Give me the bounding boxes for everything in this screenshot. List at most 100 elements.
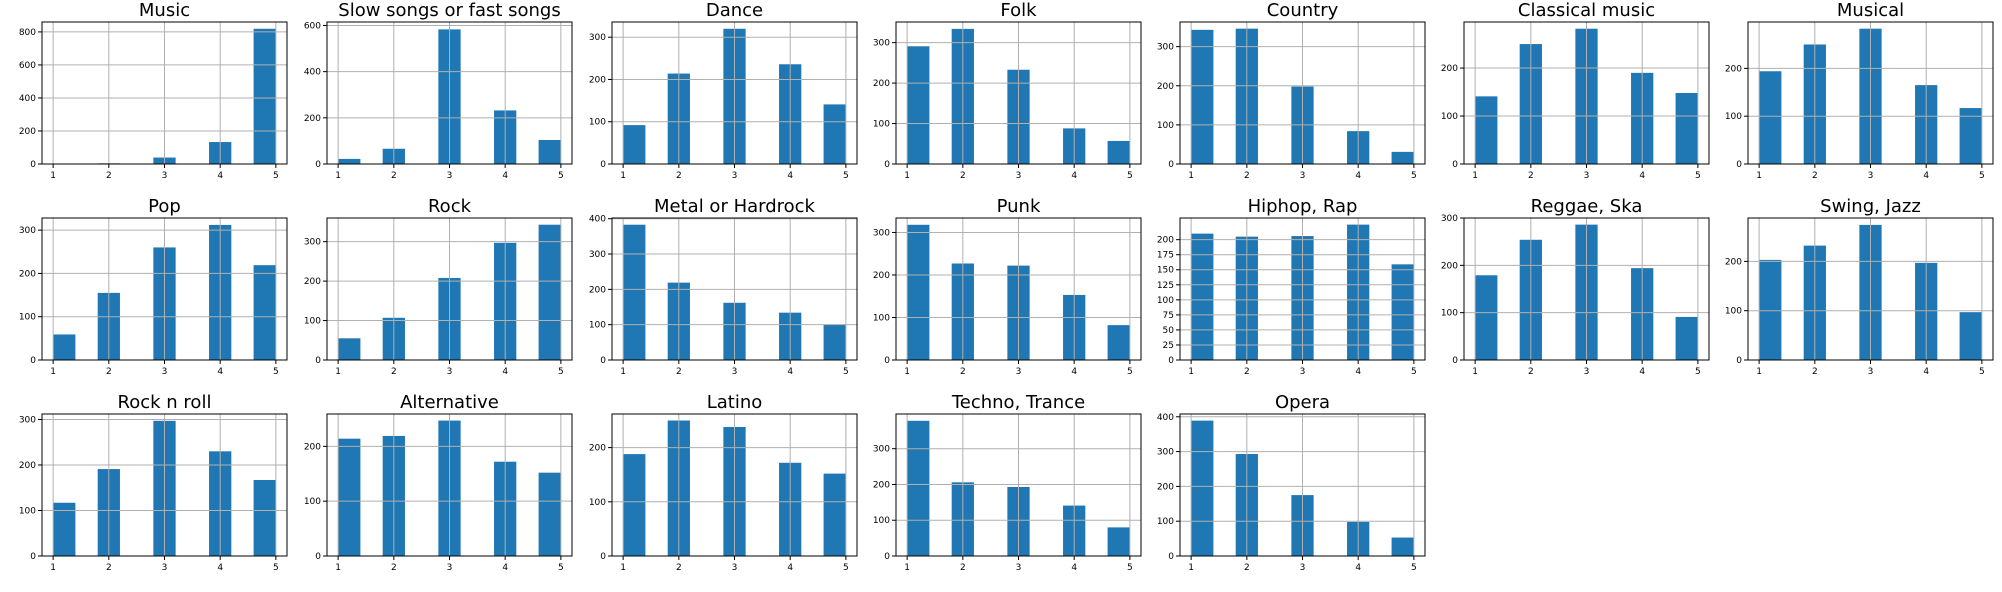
y-tick-label: 100 (873, 313, 890, 323)
chart-title: Reggae, Ska (1531, 196, 1643, 217)
y-tick-label: 100 (304, 317, 321, 327)
x-tick-label: 4 (787, 367, 793, 377)
histogram-bar (538, 472, 561, 556)
histogram-bar (1475, 275, 1498, 360)
y-tick-label: 200 (1157, 236, 1174, 246)
y-tick-label: 100 (1725, 307, 1742, 317)
x-tick-label: 3 (1868, 367, 1874, 377)
chart-title: Alternative (400, 392, 499, 413)
y-tick-label: 300 (19, 226, 36, 236)
x-tick-label: 1 (1188, 563, 1194, 573)
x-tick-label: 5 (1411, 171, 1417, 181)
x-tick-label: 5 (1695, 171, 1701, 181)
x-tick-label: 2 (676, 171, 682, 181)
x-tick-label: 3 (1300, 563, 1306, 573)
histogram-bar (1475, 96, 1498, 164)
chart-title: Swing, Jazz (1820, 196, 1921, 217)
y-tick-label: 0 (884, 552, 890, 562)
y-tick-label: 200 (1725, 64, 1742, 74)
y-tick-label: 200 (1725, 257, 1742, 267)
histogram-panel: 0 100 200 300 1 2 3 4 5 Rock (304, 196, 573, 377)
x-tick-label: 4 (502, 563, 508, 573)
x-tick-label: 1 (1756, 367, 1762, 377)
histogram-panel: 0 100 200 300 400 1 2 3 4 5 Opera (1157, 392, 1426, 573)
x-tick-label: 5 (558, 171, 564, 181)
x-tick-label: 5 (558, 367, 564, 377)
x-tick-label: 5 (1979, 171, 1985, 181)
chart-title: Musical (1837, 0, 1904, 21)
histogram-bar (1391, 264, 1414, 360)
x-tick-label: 5 (843, 563, 849, 573)
x-tick-label: 5 (843, 171, 849, 181)
histogram-bar (823, 324, 846, 360)
histogram-bar (253, 28, 276, 164)
x-tick-label: 2 (106, 171, 112, 181)
x-tick-label: 5 (1411, 563, 1417, 573)
x-tick-label: 1 (1188, 171, 1194, 181)
x-tick-label: 2 (1244, 367, 1250, 377)
histogram-bar (823, 104, 846, 164)
x-tick-label: 1 (1756, 171, 1762, 181)
x-tick-label: 1 (904, 367, 910, 377)
y-tick-label: 0 (884, 356, 890, 366)
x-tick-label: 2 (106, 563, 112, 573)
histogram-bar (907, 224, 930, 360)
y-tick-label: 0 (30, 552, 36, 562)
y-tick-label: 25 (1163, 341, 1174, 351)
histogram-bar (253, 479, 276, 556)
y-tick-label: 175 (1157, 251, 1174, 261)
y-tick-label: 0 (884, 160, 890, 170)
histogram-panel: 0 100 200 300 1 2 3 4 5 Pop (19, 196, 288, 377)
y-tick-label: 100 (1157, 296, 1174, 306)
x-tick-label: 3 (162, 563, 168, 573)
histogram-bar (623, 224, 646, 360)
x-tick-label: 1 (1472, 367, 1478, 377)
y-tick-label: 0 (315, 552, 321, 562)
histogram-bar (1675, 93, 1698, 164)
y-tick-label: 100 (304, 497, 321, 507)
y-tick-label: 75 (1163, 311, 1174, 321)
x-tick-label: 3 (447, 367, 453, 377)
x-tick-label: 2 (960, 563, 966, 573)
histogram-bar (1107, 325, 1130, 360)
x-tick-label: 1 (620, 171, 626, 181)
x-tick-label: 3 (1016, 563, 1022, 573)
y-tick-label: 100 (589, 321, 606, 331)
histogram-panel: 0 100 200 300 1 2 3 4 5 Folk (873, 0, 1142, 181)
x-tick-label: 4 (217, 367, 223, 377)
x-tick-label: 2 (1528, 171, 1534, 181)
x-tick-label: 5 (1127, 171, 1133, 181)
x-tick-label: 3 (1016, 367, 1022, 377)
x-tick-label: 2 (676, 563, 682, 573)
chart-title: Folk (1000, 0, 1037, 21)
y-tick-label: 0 (1168, 356, 1174, 366)
x-tick-label: 1 (50, 563, 56, 573)
x-tick-label: 4 (217, 171, 223, 181)
chart-title: Slow songs or fast songs (338, 0, 560, 21)
y-tick-label: 100 (873, 120, 890, 130)
histogram-panel: 0 25 50 75 100 125 150 175 200 1 2 3 4 5 Hiphop, Rap (1157, 196, 1426, 377)
x-tick-label: 2 (1812, 367, 1818, 377)
x-tick-label: 3 (1584, 367, 1590, 377)
histogram-bar (907, 420, 930, 556)
x-tick-label: 4 (502, 367, 508, 377)
histogram-panel: 0 100 200 1 2 3 4 5 Alternative (304, 392, 573, 573)
y-tick-label: 400 (1157, 413, 1174, 423)
x-tick-label: 4 (1071, 563, 1077, 573)
histogram-bar (1107, 527, 1130, 556)
x-tick-label: 3 (162, 367, 168, 377)
x-tick-label: 2 (391, 563, 397, 573)
y-tick-label: 125 (1157, 281, 1174, 291)
x-tick-label: 1 (904, 171, 910, 181)
y-tick-label: 200 (873, 480, 890, 490)
histogram-bar (338, 158, 361, 164)
histogram-bar (538, 139, 561, 164)
x-tick-label: 5 (843, 367, 849, 377)
x-tick-label: 2 (1528, 367, 1534, 377)
y-tick-label: 0 (600, 160, 606, 170)
x-tick-label: 1 (335, 367, 341, 377)
chart-title: Music (139, 0, 190, 21)
x-tick-label: 3 (732, 563, 738, 573)
x-tick-label: 2 (960, 367, 966, 377)
